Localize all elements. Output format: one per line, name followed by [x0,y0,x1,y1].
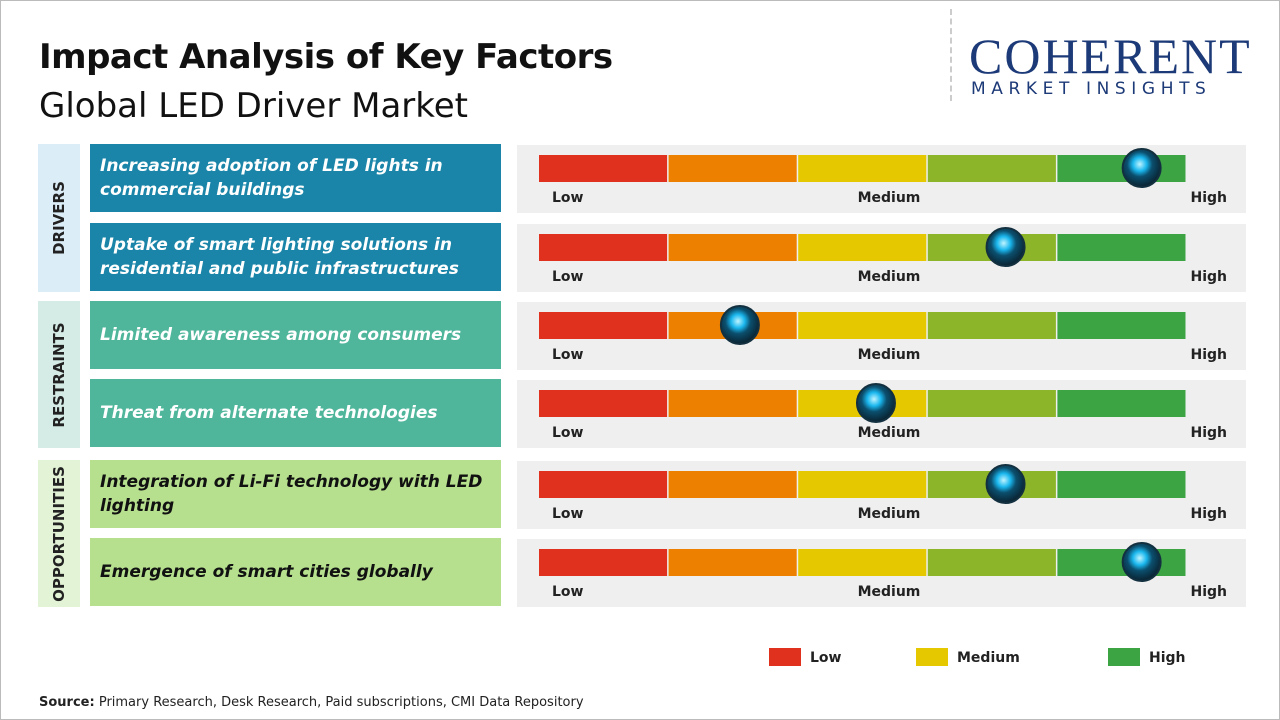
gauge-segment [668,234,797,261]
gauge-segment [927,390,1056,417]
legend-swatch [769,648,801,666]
gauge-segment [798,549,927,576]
group-label: OPPORTUNITIES [50,465,68,602]
gauge-segment [668,390,797,417]
group-band: DRIVERS [38,144,80,292]
logo-name: COHERENT [969,28,1252,84]
title: Impact Analysis of Key Factors [39,37,613,77]
logo-tagline: MARKET INSIGHTS [971,79,1212,99]
gauge-segment [668,155,797,182]
scale-label: High [1190,347,1227,363]
gauge-segment [539,312,668,339]
factor-box: Increasing adoption of LED lights in com… [90,144,501,212]
scale-label: High [1190,269,1227,285]
gauge-segment [798,234,927,261]
factor-box: Uptake of smart lighting solutions in re… [90,223,501,291]
gauge-segment [798,312,927,339]
legend-label: High [1149,650,1186,666]
legend-label: Low [810,650,842,666]
gauge-segment [1057,549,1186,576]
gauge-segment [668,549,797,576]
scale-label: High [1190,506,1227,522]
scale-label: High [1190,584,1227,600]
impact-knob [719,305,760,345]
gauge-segment [927,155,1056,182]
scale-label: Medium [858,506,921,522]
scale-label: High [1190,190,1227,206]
gauge-segment [1057,155,1186,182]
gauge-segment [539,471,668,498]
group-band: RESTRAINTS [38,301,80,448]
scale-label: Low [552,347,584,363]
gauge-segment [539,390,668,417]
scale-label: Medium [858,269,921,285]
gauge-segment [798,155,927,182]
factor-box: Limited awareness among consumers [90,301,501,369]
gauge-segment [1057,234,1186,261]
impact-knob [985,464,1026,504]
gauge-segment [1057,390,1186,417]
gauge-segment [927,549,1056,576]
subtitle: Global LED Driver Market [39,86,468,126]
scale-label: Medium [858,584,921,600]
factor-box: Integration of Li-Fi technology with LED… [90,460,501,528]
legend-swatch [916,648,948,666]
impact-knob [1121,542,1162,582]
gauge-segment [539,549,668,576]
group-label: DRIVERS [50,181,68,255]
scale-label: Low [552,425,584,441]
gauge-segment [539,234,668,261]
source-text: Primary Research, Desk Research, Paid su… [98,695,584,710]
gauge-segment [1057,471,1186,498]
factor-box: Threat from alternate technologies [90,379,501,447]
gauge-segment [798,471,927,498]
scale-label: Low [552,584,584,600]
impact-knob [1121,148,1162,188]
gauge-segment [668,471,797,498]
factor-box: Emergence of smart cities globally [90,538,501,606]
source-label: Source: [39,695,95,710]
scale-label: High [1190,425,1227,441]
group-label: RESTRAINTS [50,321,68,428]
impact-knob [855,383,896,423]
gauge-segment [927,312,1056,339]
legend-label: Medium [957,650,1020,666]
scale-label: Medium [858,425,921,441]
source: Source: Primary Research, Desk Research,… [39,695,584,710]
gauge-segment [539,155,668,182]
scale-label: Medium [858,347,921,363]
scale-label: Low [552,506,584,522]
gauge-segment [1057,312,1186,339]
group-band: OPPORTUNITIES [38,460,80,607]
scale-label: Medium [858,190,921,206]
scale-label: Low [552,269,584,285]
divider [950,9,952,101]
scale-label: Low [552,190,584,206]
impact-knob [985,227,1026,267]
legend-swatch [1108,648,1140,666]
